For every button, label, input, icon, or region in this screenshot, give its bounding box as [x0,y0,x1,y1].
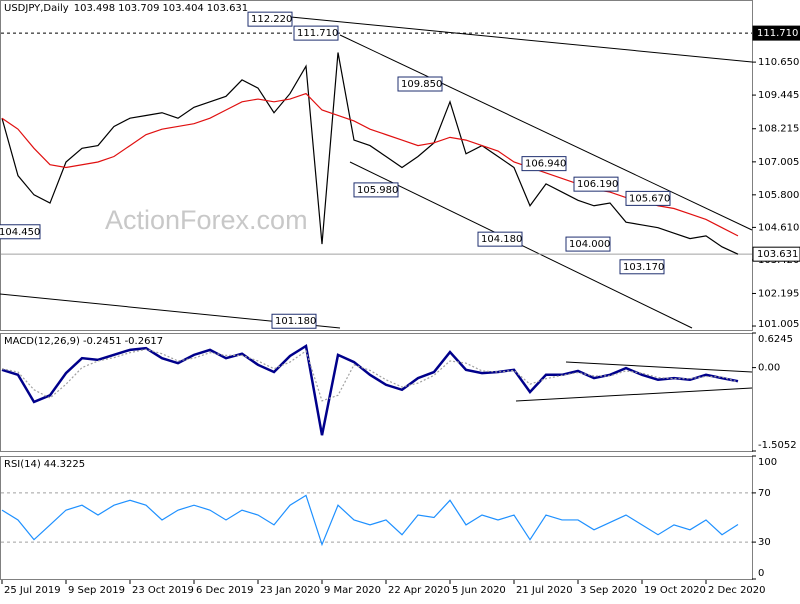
annotation-box [353,182,399,198]
trend-line [339,34,753,231]
annotation-box [397,76,443,92]
y-tick-label: 0 [758,568,764,579]
y-tick-label: 104.610 [758,222,799,233]
annotation-label: 112.220 [251,14,292,25]
ohlc-value: 103.631 [207,3,248,14]
x-tick-label: 3 Sep 2020 [580,585,637,596]
annotation-box [565,236,611,252]
series-line [1,343,739,436]
price-label: 111.710 [757,28,798,39]
annotation-box [293,25,339,41]
ohlc-value: 103.404 [162,3,203,14]
series-line [1,52,739,255]
y-tick-label: 108.215 [758,124,799,135]
y-tick-label: 0.00 [758,363,780,374]
y-tick-label: -1.5052 [758,440,797,451]
panel-frame [0,456,753,580]
annotation-label: 109.850 [401,79,442,90]
x-tick-label: 23 Oct 2019 [132,585,194,596]
series-line [1,348,739,402]
annotation-box [247,11,293,27]
watermark: ActionForex.com [105,205,308,235]
panel-title: MACD(12,26,9) -0.2451 -0.2617 [4,336,163,347]
x-tick-label: 6 Dec 2019 [196,585,254,596]
annotation-label: 104.180 [481,234,522,245]
indicator-value: 44.3225 [44,459,85,470]
x-tick-label: 5 Jun 2020 [452,585,506,596]
indicator-value: -0.2451 [83,336,122,347]
y-tick-label: 110.650 [758,57,799,68]
y-tick-label: 0.6245 [758,334,793,345]
title: RSI(14) [4,459,41,470]
y-tick-label: 109.445 [758,90,799,101]
trend-line [259,13,753,63]
ohlc-value: 103.498 [74,3,115,14]
annotation-label: 104.450 [0,227,40,238]
trend-line [515,387,753,402]
x-tick-label: 9 Mar 2020 [324,585,381,596]
x-tick-label: 22 Apr 2020 [388,585,450,596]
y-tick-label: 30 [758,537,771,548]
annotation-box [0,224,41,240]
price-label-box [752,246,800,262]
annotation-label: 106.190 [577,179,618,190]
price-label: 103.631 [757,249,798,260]
x-tick-label: 25 Jul 2019 [4,585,61,596]
panel-title: USDJPY,Daily 103.498 103.709 103.404 103.631 [4,3,248,14]
annotation-box [573,176,619,192]
x-tick-label: 23 Jan 2020 [260,585,320,596]
annotation-box [521,156,567,172]
annotation-label: 104.000 [569,239,610,250]
x-tick-label: 21 Jul 2020 [516,585,573,596]
annotation-label: 111.710 [297,28,338,39]
annotation-box [619,259,665,275]
panel-frame [0,333,753,452]
annotation-label: 106.940 [525,159,566,170]
title: MACD(12,26,9) [4,336,80,347]
annotation-label: 103.170 [623,262,664,273]
indicator-value: -0.2617 [125,336,164,347]
y-tick-label: 102.195 [758,288,799,299]
annotation-label: 101.180 [275,316,316,327]
x-tick-label: 2 Dec 2020 [708,585,766,596]
ohlc-value: 103.709 [118,3,159,14]
trend-line [565,361,753,373]
annotation-box [271,313,317,329]
title: USDJPY,Daily [4,3,69,14]
panel-frame [0,0,753,331]
y-tick-label: 100 [758,457,777,468]
series-line [1,494,739,547]
y-tick-label: 107.005 [758,157,799,168]
series-line [1,92,739,237]
annotation-label: 105.670 [629,193,670,204]
x-tick-label: 19 Oct 2020 [644,585,706,596]
annotation-box [477,231,523,247]
x-tick-label: 9 Sep 2019 [68,585,125,596]
y-tick-label: 70 [758,488,771,499]
y-tick-label: 105.800 [758,190,799,201]
annotation-label: 105.980 [357,185,398,196]
price-label-box [752,25,800,41]
annotation-box [625,190,671,206]
panel-title: RSI(14) 44.3225 [4,459,85,470]
y-tick-label: 101.005 [758,319,799,330]
